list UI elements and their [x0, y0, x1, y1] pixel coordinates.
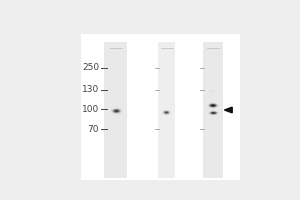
Text: 250: 250 [82, 64, 99, 72]
Bar [104, 42, 127, 178]
Text: 70: 70 [88, 124, 99, 134]
Text: 100: 100 [82, 105, 99, 114]
Bar [158, 42, 175, 178]
Bar [203, 42, 223, 178]
Text: 130: 130 [82, 86, 99, 95]
Bar [81, 34, 240, 180]
Polygon shape [224, 107, 232, 113]
